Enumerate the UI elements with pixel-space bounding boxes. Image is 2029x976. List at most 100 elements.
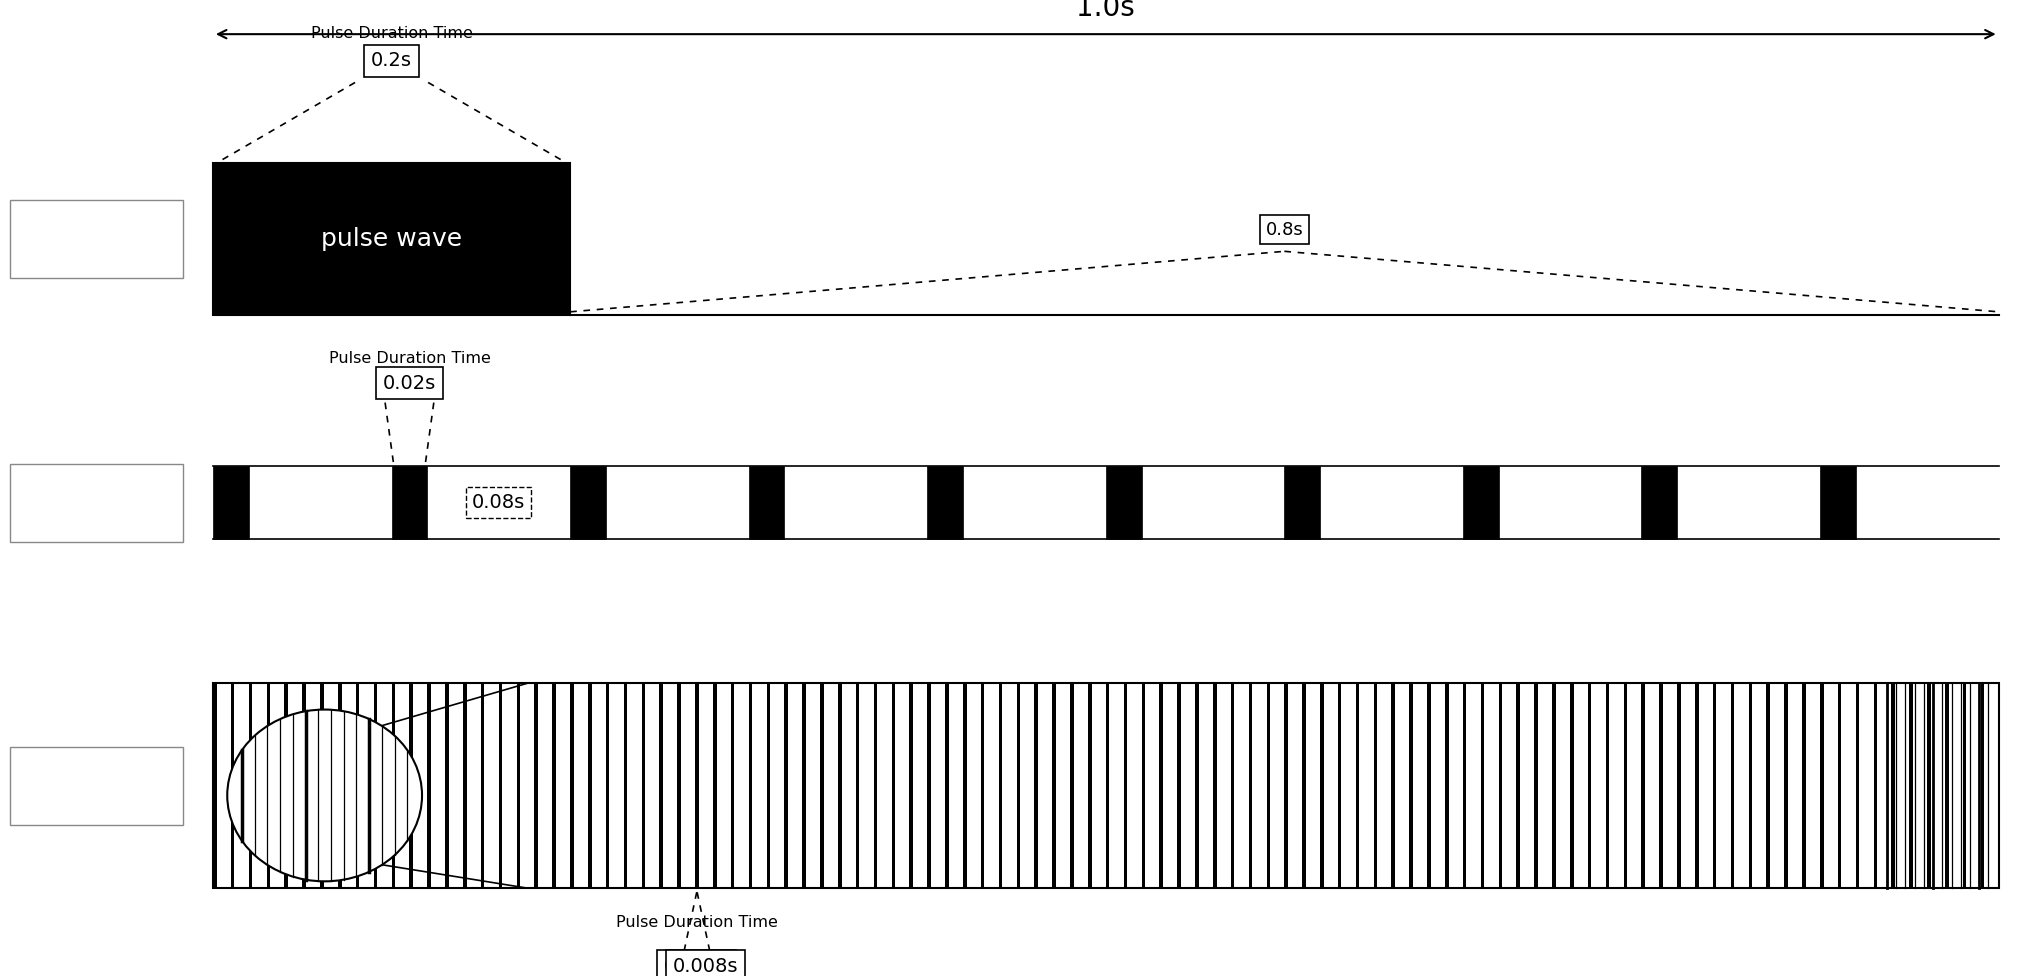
- Bar: [517, 683, 519, 888]
- Bar: [678, 683, 682, 888]
- Text: Pulse Duration Time: Pulse Duration Time: [310, 26, 473, 41]
- Bar: [1928, 683, 1932, 888]
- Bar: [749, 683, 753, 888]
- Bar: [1213, 683, 1217, 888]
- Bar: [785, 683, 787, 888]
- Bar: [1534, 683, 1538, 888]
- Bar: [1106, 683, 1110, 888]
- Bar: [1177, 683, 1181, 888]
- Bar: [1463, 683, 1467, 888]
- Bar: [213, 163, 570, 314]
- Bar: [1303, 683, 1307, 888]
- Bar: [1355, 683, 1359, 888]
- Bar: [1516, 683, 1520, 888]
- Text: Duty Cycle 20%: Duty Cycle 20%: [47, 483, 146, 496]
- Bar: [1605, 683, 1609, 888]
- Bar: [607, 683, 609, 888]
- Bar: [1284, 467, 1321, 539]
- Text: Pulse Duration Time: Pulse Duration Time: [617, 915, 777, 930]
- Bar: [1266, 683, 1270, 888]
- Text: 0.02s: 0.02s: [383, 374, 436, 392]
- Bar: [1053, 683, 1055, 888]
- Bar: [392, 683, 396, 888]
- Bar: [767, 683, 771, 888]
- Bar: [927, 683, 931, 888]
- Text: pulse wave: pulse wave: [321, 227, 463, 251]
- Bar: [570, 467, 607, 539]
- Text: Duty Cycle 20%: Duty Cycle 20%: [47, 766, 146, 779]
- Bar: [1069, 683, 1073, 888]
- Bar: [801, 683, 806, 888]
- Bar: [1392, 683, 1396, 888]
- Bar: [1017, 683, 1021, 888]
- Bar: [623, 683, 627, 888]
- Bar: [1088, 683, 1092, 888]
- Bar: [1232, 683, 1234, 888]
- Bar: [552, 683, 556, 888]
- Bar: [1570, 683, 1575, 888]
- Bar: [1749, 683, 1753, 888]
- Bar: [749, 467, 785, 539]
- Bar: [481, 683, 485, 888]
- Bar: [891, 683, 895, 888]
- Bar: [980, 683, 984, 888]
- Bar: [1946, 683, 1948, 888]
- Bar: [1820, 683, 1824, 888]
- Bar: [659, 683, 663, 888]
- Bar: [588, 683, 592, 888]
- Bar: [355, 683, 359, 888]
- Bar: [1873, 683, 1877, 888]
- Bar: [1694, 683, 1698, 888]
- Bar: [856, 683, 860, 888]
- Bar: [266, 683, 270, 888]
- Bar: [1106, 467, 1142, 539]
- Bar: [1124, 683, 1128, 888]
- Text: 1.0s: 1.0s: [1077, 0, 1134, 22]
- Bar: [410, 683, 414, 888]
- Bar: [1838, 683, 1842, 888]
- Bar: [1641, 467, 1678, 539]
- Bar: [730, 683, 734, 888]
- Bar: [463, 683, 467, 888]
- Text: PRF100Hz: PRF100Hz: [49, 793, 144, 812]
- Bar: [1731, 683, 1735, 888]
- Bar: [10, 464, 183, 542]
- Bar: [428, 683, 430, 888]
- Bar: [339, 683, 341, 888]
- Text: Duty Cycle 20%: Duty Cycle 20%: [47, 220, 146, 232]
- Bar: [1426, 683, 1430, 888]
- Bar: [1284, 683, 1288, 888]
- Bar: [820, 683, 824, 888]
- Bar: [838, 683, 842, 888]
- Bar: [499, 683, 503, 888]
- Bar: [1248, 683, 1252, 888]
- Text: 0.002s: 0.002s: [663, 956, 730, 976]
- Bar: [570, 683, 574, 888]
- Bar: [1820, 467, 1857, 539]
- Bar: [1962, 683, 1966, 888]
- Ellipse shape: [227, 710, 422, 881]
- Bar: [1589, 683, 1591, 888]
- Text: PRF10Hz: PRF10Hz: [55, 510, 138, 529]
- Bar: [1195, 683, 1199, 888]
- Bar: [927, 467, 964, 539]
- Bar: [10, 747, 183, 825]
- Bar: [213, 683, 1999, 888]
- Bar: [1445, 683, 1449, 888]
- Bar: [392, 467, 428, 539]
- Bar: [250, 683, 252, 888]
- Bar: [641, 683, 645, 888]
- Bar: [1641, 683, 1646, 888]
- Bar: [10, 200, 183, 278]
- Bar: [213, 683, 217, 888]
- Bar: [874, 683, 877, 888]
- Bar: [534, 683, 538, 888]
- Bar: [998, 683, 1002, 888]
- Bar: [1142, 683, 1144, 888]
- Bar: [1035, 683, 1039, 888]
- Bar: [1802, 683, 1806, 888]
- Bar: [1783, 683, 1788, 888]
- Bar: [1159, 683, 1163, 888]
- Bar: [1499, 683, 1501, 888]
- Bar: [1374, 683, 1378, 888]
